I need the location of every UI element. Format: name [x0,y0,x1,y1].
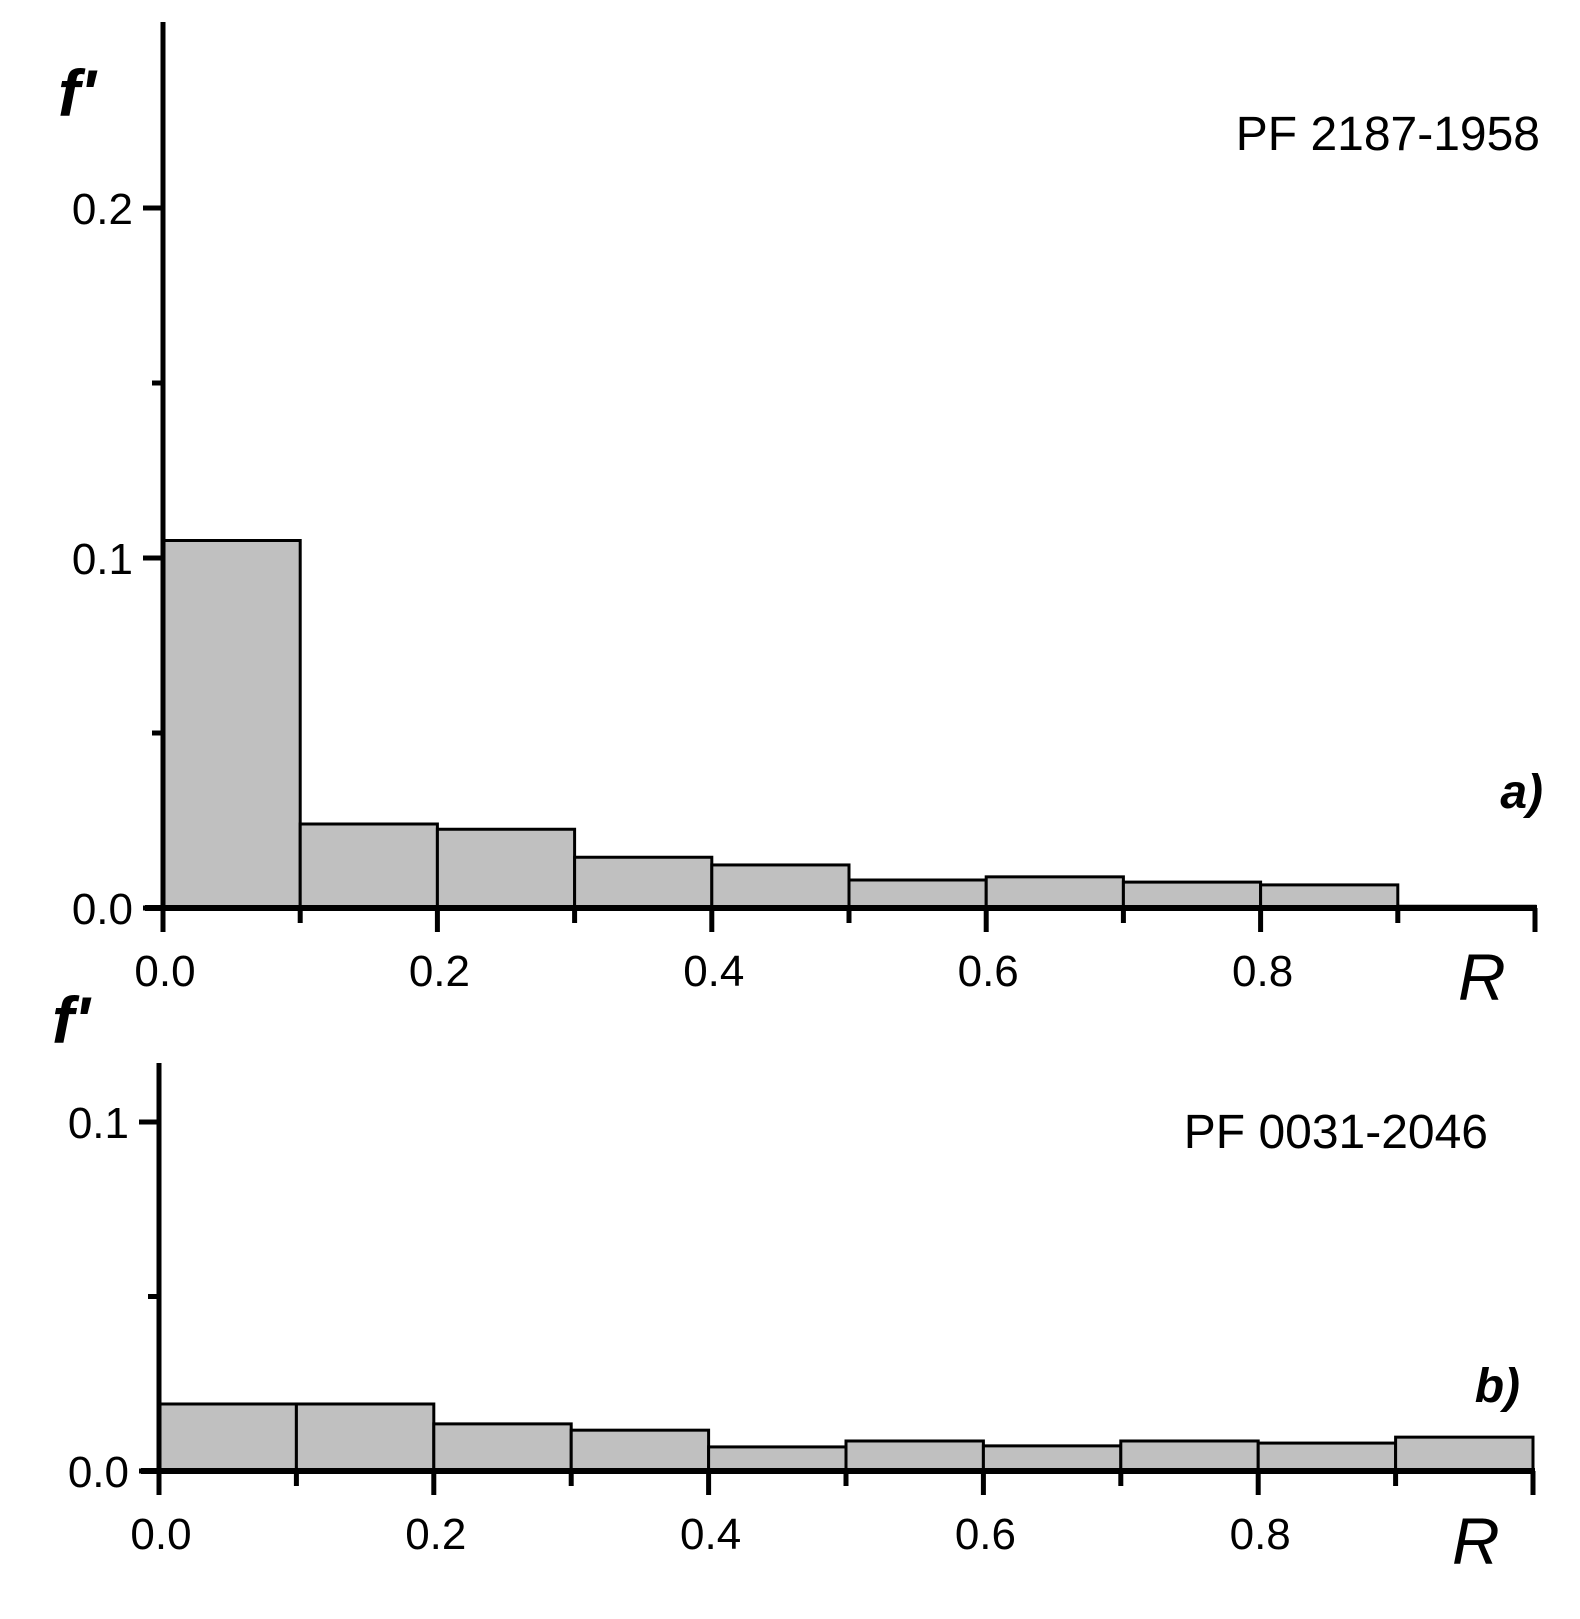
panel-tag: a) [1500,766,1543,819]
histogram-bar [1394,1435,1535,1473]
bars-group [157,1402,1535,1473]
histogram-bar [707,1445,848,1473]
panel-b-histogram: 0.0 0.1 0.0 0.2 0.4 0.6 0.8 PF 0031-2046 b) f'… [52,983,1536,1578]
y-tick-label: 0.1 [72,535,133,584]
y-tick-label: 0.0 [72,885,133,934]
histogram-bar [1259,883,1400,910]
histogram-bar [161,539,302,910]
panel-a-histogram: 0.0 0.1 0.2 0.0 0.2 0.4 0.6 0.8 PF 2187-1958 a)… [58,22,1543,1014]
histogram-bar [157,1402,298,1473]
series-title: PF 0031-2046 [1184,1106,1488,1159]
histogram-bar [981,1444,1123,1473]
x-tick-label: 0.6 [955,1510,1016,1559]
x-axis-label: R [1458,940,1506,1014]
y-tick-label: 0.0 [68,1448,129,1497]
axes-group: 0.0 0.1 0.0 0.2 0.4 0.6 0.8 [68,1063,1536,1559]
series-title: PF 2187-1958 [1236,108,1540,161]
histogram-bar [298,822,439,910]
x-tick-label: 0.2 [409,947,470,996]
axes-group: 0.0 0.1 0.2 0.0 0.2 0.4 0.6 0.8 [72,22,1538,996]
histogram-bar [847,878,988,910]
panel-tag: b) [1475,1360,1520,1413]
y-tick-label: 0.1 [68,1099,129,1148]
y-axis-label: f' [58,56,98,130]
histogram-bar [984,875,1125,910]
x-tick-label: 0.2 [405,1510,466,1559]
x-tick-label: 0.0 [134,947,195,996]
histogram-bar [1121,880,1263,910]
bars-group [161,539,1537,910]
x-tick-label: 0.8 [1232,947,1293,996]
x-tick-label: 0.0 [130,1510,191,1559]
x-tick-label: 0.4 [683,947,744,996]
x-axis-label: R [1452,1504,1500,1578]
histogram-bar [710,863,851,910]
histogram-bar [435,827,577,910]
x-tick-label: 0.6 [958,947,1019,996]
x-tick-label: 0.4 [680,1510,741,1559]
histogram-bar [573,855,714,910]
histogram-bar [569,1428,711,1473]
y-axis-label: f' [52,983,92,1057]
histogram-bar [844,1439,985,1473]
histogram-bar [294,1402,436,1473]
histogram-bar [432,1422,573,1473]
x-tick-label: 0.8 [1230,1510,1291,1559]
y-tick-label: 0.2 [72,185,133,234]
histogram-bar [1119,1439,1260,1473]
histogram-bar [1256,1441,1398,1473]
